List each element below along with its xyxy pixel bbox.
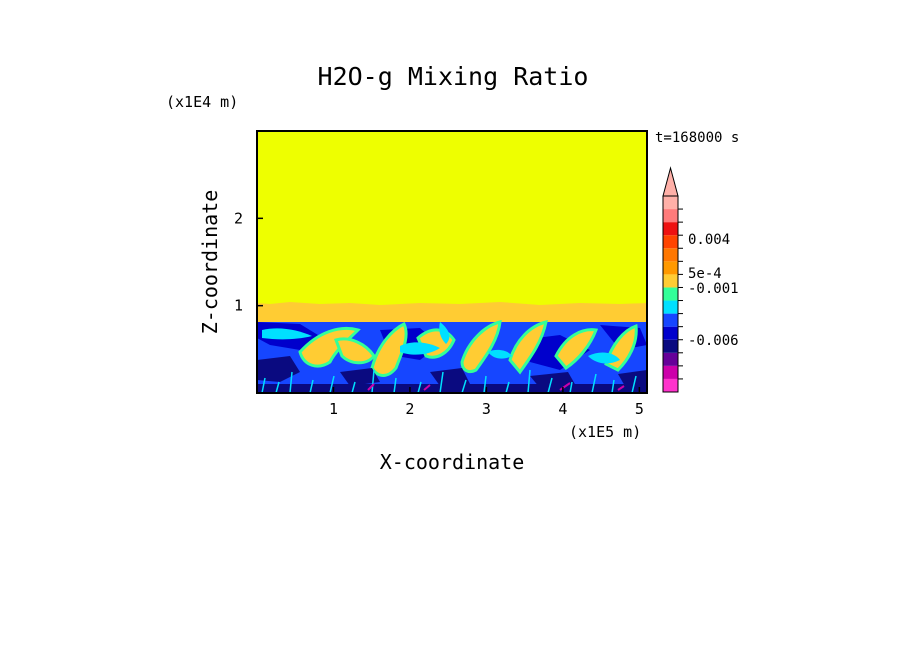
x-tick-label: 4 bbox=[558, 400, 567, 418]
surface-spikes bbox=[261, 369, 637, 393]
navy-patch bbox=[618, 370, 647, 388]
x-axis-label: X-coordinate bbox=[380, 450, 525, 474]
turbulence-field bbox=[257, 319, 647, 393]
colorbar-swatch bbox=[663, 326, 678, 340]
y-tick-label: 1 bbox=[234, 297, 243, 315]
cyan-streak bbox=[262, 328, 312, 340]
colorbar-label: 0.004 bbox=[688, 232, 730, 248]
colorbar-label: -0.001 bbox=[688, 281, 739, 297]
colorbar-extend-arrow bbox=[662, 166, 679, 197]
upper-region bbox=[257, 131, 647, 306]
colorbar-swatch bbox=[663, 365, 678, 379]
colorbar-frame bbox=[662, 195, 679, 393]
cyan-streak bbox=[588, 352, 620, 364]
colorbar-swatch bbox=[663, 274, 678, 288]
navy-patch bbox=[340, 368, 380, 386]
colorbar-swatch bbox=[663, 339, 678, 353]
colorbar-labels: 0.004 5e-4 -0.001 -0.006 bbox=[688, 232, 739, 349]
x-tick-label: 2 bbox=[405, 400, 414, 418]
plume-orange bbox=[554, 328, 599, 370]
x-tick-label: 3 bbox=[482, 400, 491, 418]
cyan-streak bbox=[400, 342, 440, 355]
y-axis: 12 bbox=[234, 209, 263, 315]
colorbar-label: -0.006 bbox=[688, 333, 739, 349]
y-tick-label: 2 bbox=[234, 209, 243, 227]
colorbar-swatch bbox=[663, 313, 678, 327]
plume-orange bbox=[508, 319, 548, 375]
colorbar-swatch bbox=[663, 235, 678, 249]
colorbar-swatch bbox=[663, 248, 678, 262]
plume-orange bbox=[460, 320, 502, 374]
colorbar-swatch bbox=[663, 378, 678, 392]
chart-title: H2O-g Mixing Ratio bbox=[318, 62, 589, 91]
cyan-streak bbox=[488, 349, 512, 359]
x-scale-label: (x1E5 m) bbox=[569, 423, 641, 441]
x-axis: 1 2 3 4 5 bbox=[329, 387, 644, 418]
y-axis-label: Z-coordinate bbox=[198, 190, 222, 335]
colorbar-swatch bbox=[663, 222, 678, 236]
colorbar-swatch bbox=[663, 209, 678, 223]
navy-patch bbox=[257, 356, 300, 382]
plot-frame bbox=[256, 130, 648, 394]
plume-orange bbox=[334, 337, 376, 365]
x-tick-label: 1 bbox=[329, 400, 338, 418]
surface-layer bbox=[257, 384, 647, 393]
colorbar-swatch bbox=[663, 287, 678, 301]
time-label: t=168000 s bbox=[655, 130, 739, 146]
y-scale-label: (x1E4 m) bbox=[166, 93, 238, 111]
colorbar-swatch bbox=[663, 261, 678, 275]
plot-area bbox=[257, 131, 647, 393]
colorbar-swatch bbox=[663, 300, 678, 314]
navy-patch bbox=[430, 368, 470, 386]
colorbar bbox=[662, 166, 683, 393]
colorbar-label: 5e-4 bbox=[688, 266, 722, 282]
surface-magenta bbox=[367, 382, 625, 391]
cyan-streak bbox=[439, 322, 450, 344]
x-tick-label: 5 bbox=[635, 400, 644, 418]
colorbar-swatch bbox=[663, 196, 678, 210]
colorbar-swatch bbox=[663, 352, 678, 366]
